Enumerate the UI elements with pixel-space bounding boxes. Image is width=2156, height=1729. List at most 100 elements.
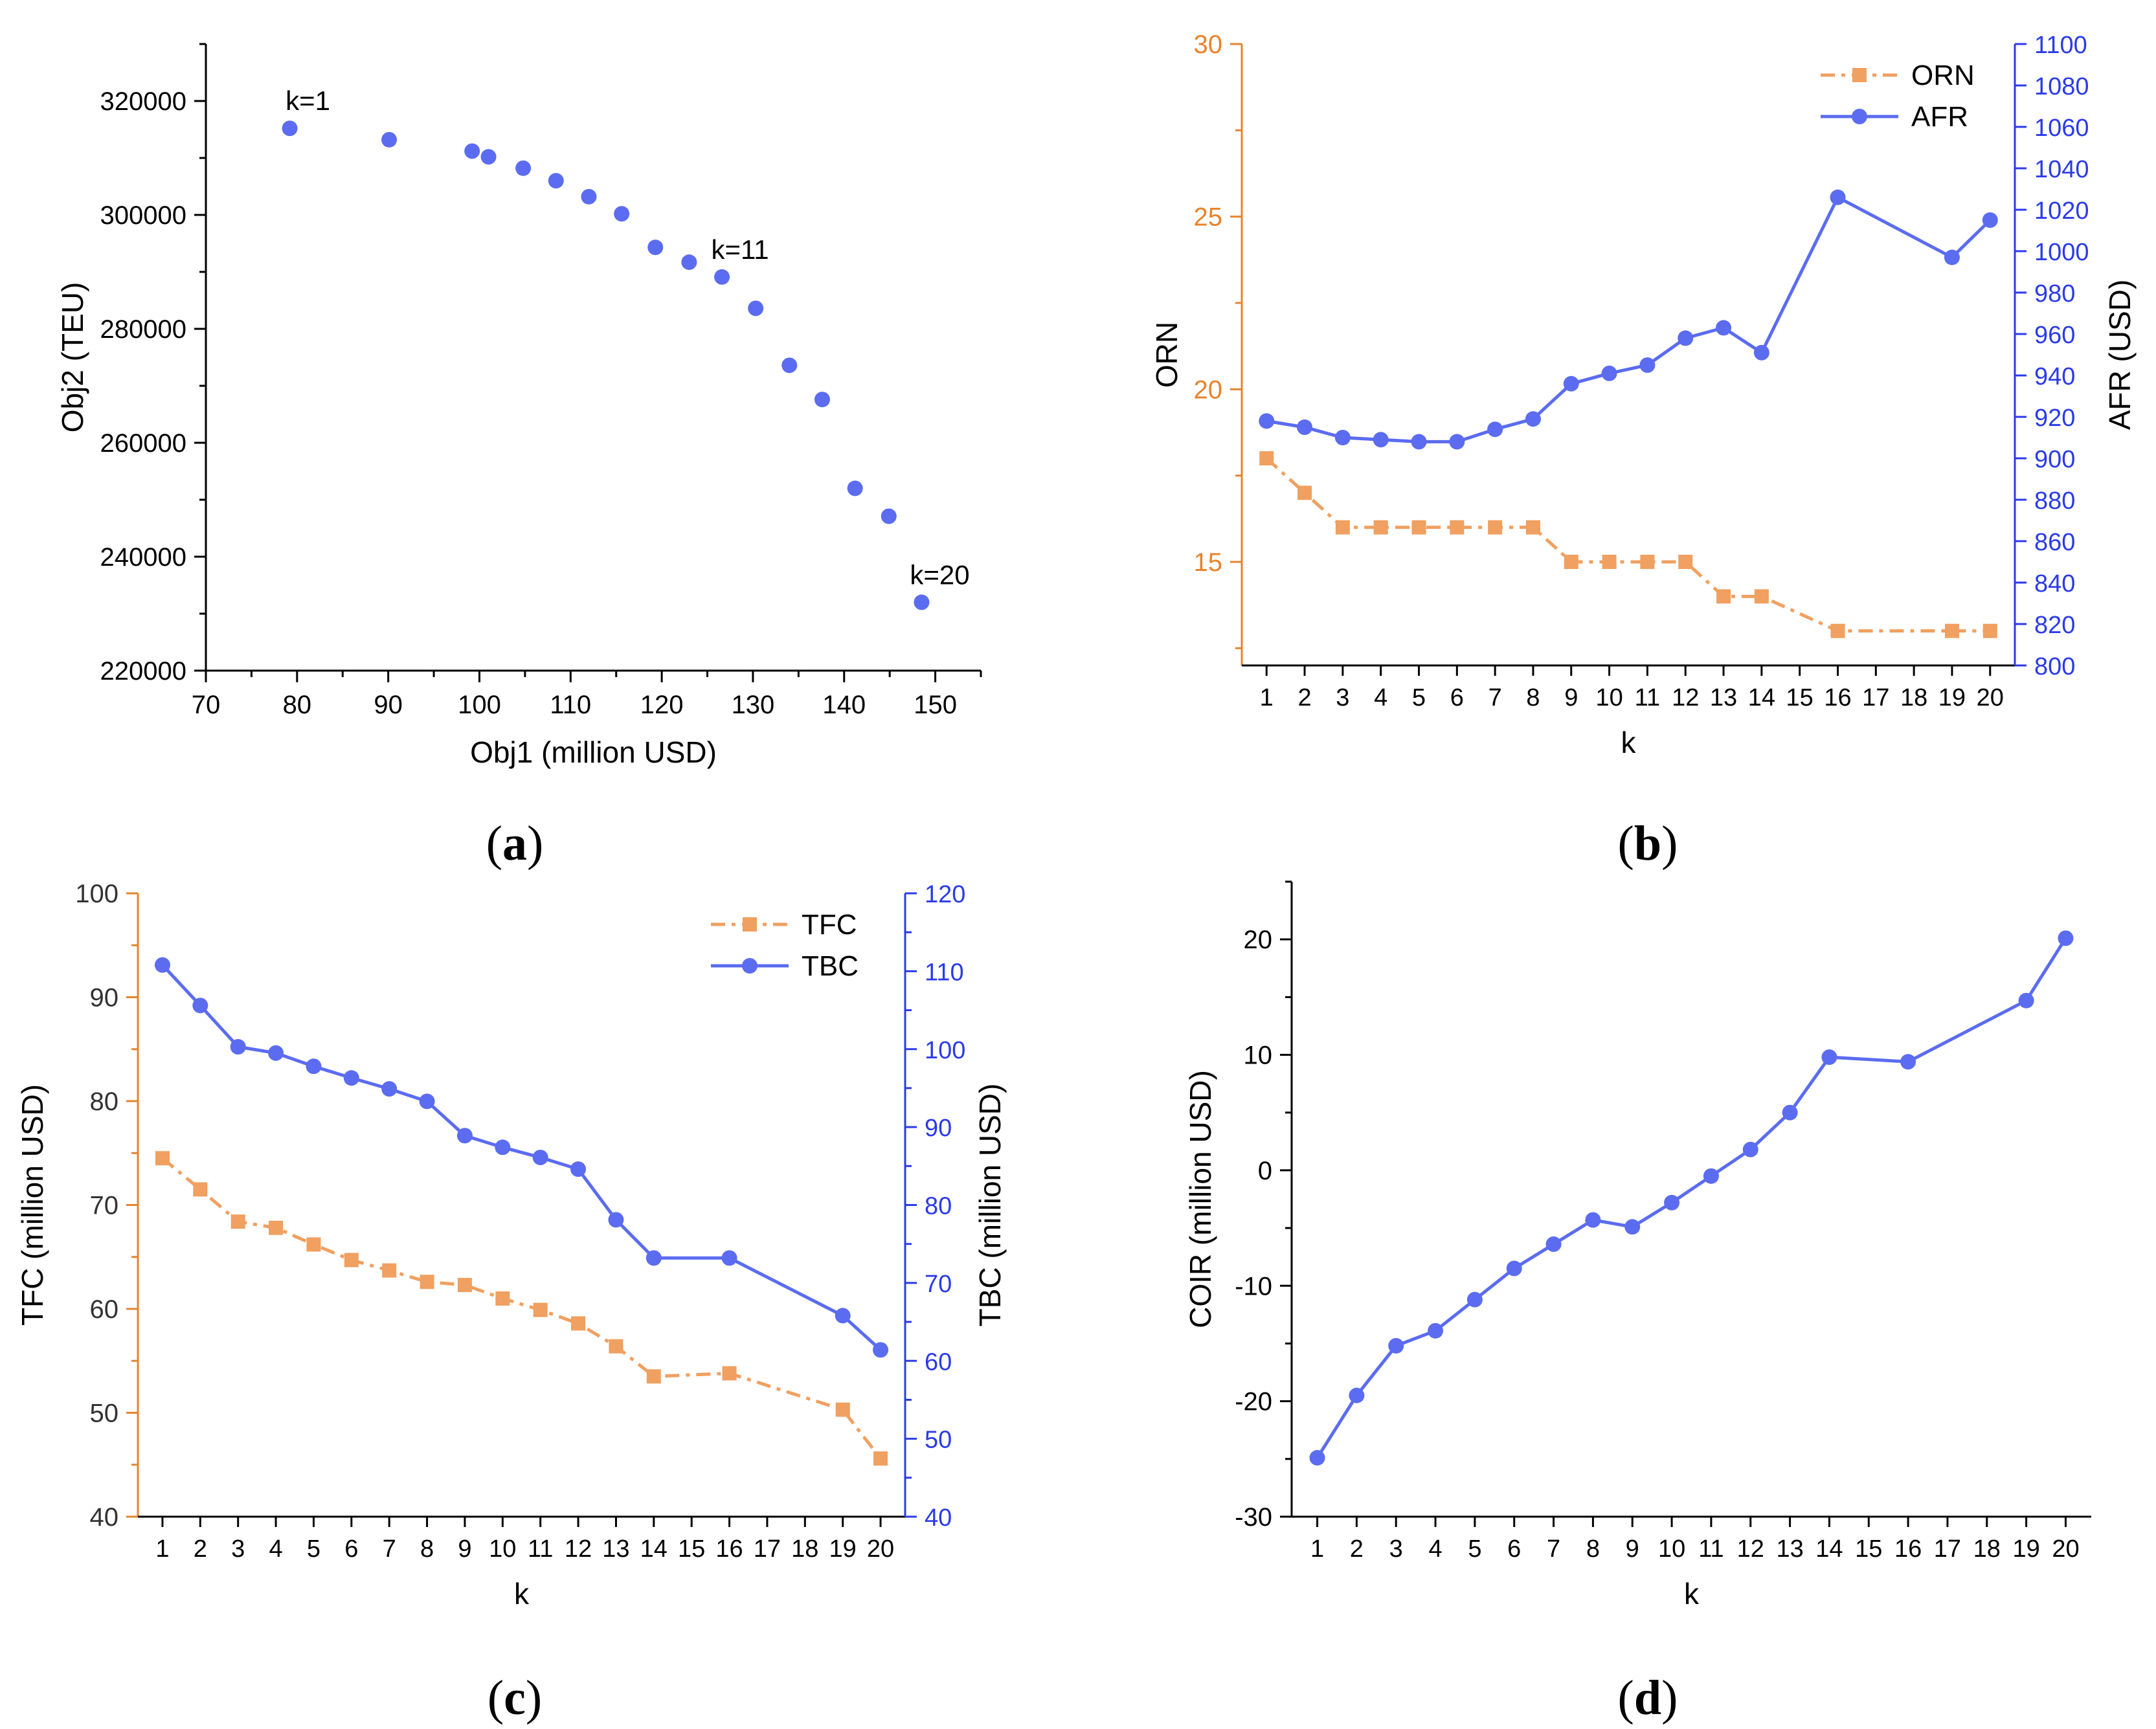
- x-tick-label: 2: [1297, 684, 1311, 711]
- data-point-coir: [1664, 1194, 1680, 1210]
- data-point-tbc: [268, 1045, 284, 1061]
- x-tick-label: 4: [1428, 1535, 1442, 1563]
- data-point-orn: [1602, 555, 1617, 569]
- right-tick-label: 820: [2034, 612, 2075, 639]
- data-point-afr: [1373, 432, 1389, 448]
- x-tick-label: 4: [1374, 684, 1387, 711]
- data-point-orn: [1830, 623, 1845, 638]
- data-point-orn: [1335, 520, 1350, 535]
- data-point-coir: [1742, 1141, 1758, 1157]
- data-point-orn: [1411, 520, 1426, 535]
- panel-label-d: (d): [1618, 1671, 1678, 1725]
- x-tick-label: 4: [269, 1535, 282, 1563]
- x-tick-label: 15: [1786, 684, 1814, 711]
- legend-label-orn: ORN: [1911, 60, 1975, 91]
- panel-label-d-letter: d: [1634, 1671, 1661, 1725]
- x-tick-label: 11: [528, 1535, 553, 1563]
- data-point: [647, 240, 664, 256]
- x-tick-label: 19: [829, 1535, 857, 1563]
- data-point-tbc: [230, 1039, 246, 1055]
- series-line-afr: [1266, 195, 1992, 443]
- x-axis-label: k: [514, 1577, 530, 1611]
- left-tick-label: 20: [1244, 926, 1273, 954]
- left-tick-label: 50: [90, 1400, 119, 1428]
- right-tick-label: 920: [2034, 405, 2075, 432]
- panel-label-c-letter: c: [504, 1671, 526, 1725]
- legend-label-afr: AFR: [1911, 101, 1968, 133]
- data-point-orn: [1564, 555, 1578, 569]
- data-point: [282, 120, 298, 137]
- right-tick-label: 860: [2034, 529, 2075, 556]
- x-tick-label: 6: [1507, 1535, 1521, 1563]
- data-point-afr: [1944, 249, 1960, 265]
- data-point-coir: [2058, 930, 2074, 946]
- x-tick-label: 11: [1635, 684, 1660, 711]
- data-point-orn: [1640, 555, 1655, 569]
- panel-label-c: (c): [488, 1671, 542, 1725]
- data-point: [847, 480, 863, 496]
- right-tick-label: 60: [925, 1348, 952, 1376]
- data-point: [480, 149, 497, 165]
- x-tick-label: 20: [867, 1535, 894, 1563]
- x-axis-label: Obj1 (million USD): [470, 735, 717, 769]
- svg-text:(a): (a): [486, 816, 544, 871]
- y-tick-label: 320000: [100, 87, 186, 116]
- x-tick-label: 7: [383, 1535, 396, 1563]
- svg-text:(c): (c): [488, 1671, 542, 1725]
- point-annotation: k=11: [711, 234, 769, 265]
- x-tick-label: 110: [550, 691, 591, 719]
- data-point-tfc: [571, 1316, 586, 1331]
- chart-d: 1 2 3 4 5 6 7 8 9 10 11 12 13 14 15 16 17 18 19 20k-30-20-1…: [1184, 880, 2091, 1611]
- data-point-afr: [1830, 189, 1846, 205]
- data-point-tbc: [608, 1212, 624, 1228]
- legend-label-tbc: TBC: [802, 950, 859, 982]
- data-point: [814, 392, 830, 408]
- data-point: [748, 300, 764, 317]
- right-tick-label: 1040: [2034, 156, 2089, 183]
- right-tick-label: 90: [925, 1115, 952, 1142]
- x-tick-label: 3: [231, 1535, 245, 1563]
- x-tick-label: 1: [1310, 1535, 1324, 1563]
- data-point-afr: [1563, 375, 1579, 392]
- svg-text:(b): (b): [1618, 816, 1678, 871]
- data-point-tfc: [382, 1263, 397, 1278]
- x-tick-label: 1: [1260, 684, 1274, 711]
- data-point-coir: [1466, 1291, 1483, 1308]
- panel-label-a-letter: a: [502, 816, 527, 871]
- data-point-tbc: [192, 998, 208, 1014]
- data-point-coir: [1585, 1212, 1601, 1228]
- data-point-afr: [1259, 413, 1275, 429]
- x-tick-label: 8: [1526, 684, 1540, 711]
- data-point-tfc: [722, 1366, 737, 1381]
- x-tick-label: 17: [754, 1535, 781, 1563]
- panel-label-b-letter: b: [1634, 816, 1661, 871]
- left-tick-label: 15: [1194, 548, 1223, 577]
- right-tick-label: 1060: [2034, 115, 2089, 142]
- x-tick-label: 16: [715, 1535, 743, 1563]
- x-tick-label: 100: [458, 691, 501, 719]
- x-tick-label: 12: [1737, 1535, 1764, 1563]
- right-tick-label: 50: [925, 1427, 952, 1454]
- x-tick-label: 13: [1710, 684, 1737, 711]
- data-point: [714, 269, 730, 285]
- left-tick-label: 20: [1194, 375, 1223, 404]
- x-tick-label: 80: [283, 691, 312, 719]
- left-tick-label: 70: [90, 1192, 119, 1220]
- legend-marker-afr: [1852, 109, 1867, 124]
- point-annotation: k=20: [910, 559, 969, 590]
- data-point-tfc: [873, 1451, 888, 1466]
- x-tick-label: 130: [732, 691, 775, 719]
- data-point-orn: [1678, 555, 1693, 569]
- left-tick-label: 100: [75, 880, 118, 908]
- x-tick-label: 17: [1934, 1535, 1961, 1563]
- data-point-tfc: [835, 1402, 850, 1417]
- data-point: [515, 160, 532, 176]
- x-tick-label: 10: [1658, 1535, 1685, 1563]
- y-tick-label: 240000: [100, 543, 186, 572]
- data-point: [681, 254, 697, 271]
- data-point-tfc: [344, 1253, 359, 1267]
- y-tick-label: 300000: [100, 201, 186, 230]
- data-point-tfc: [269, 1220, 284, 1235]
- x-tick-label: 12: [1672, 684, 1699, 711]
- data-point-tbc: [456, 1128, 473, 1144]
